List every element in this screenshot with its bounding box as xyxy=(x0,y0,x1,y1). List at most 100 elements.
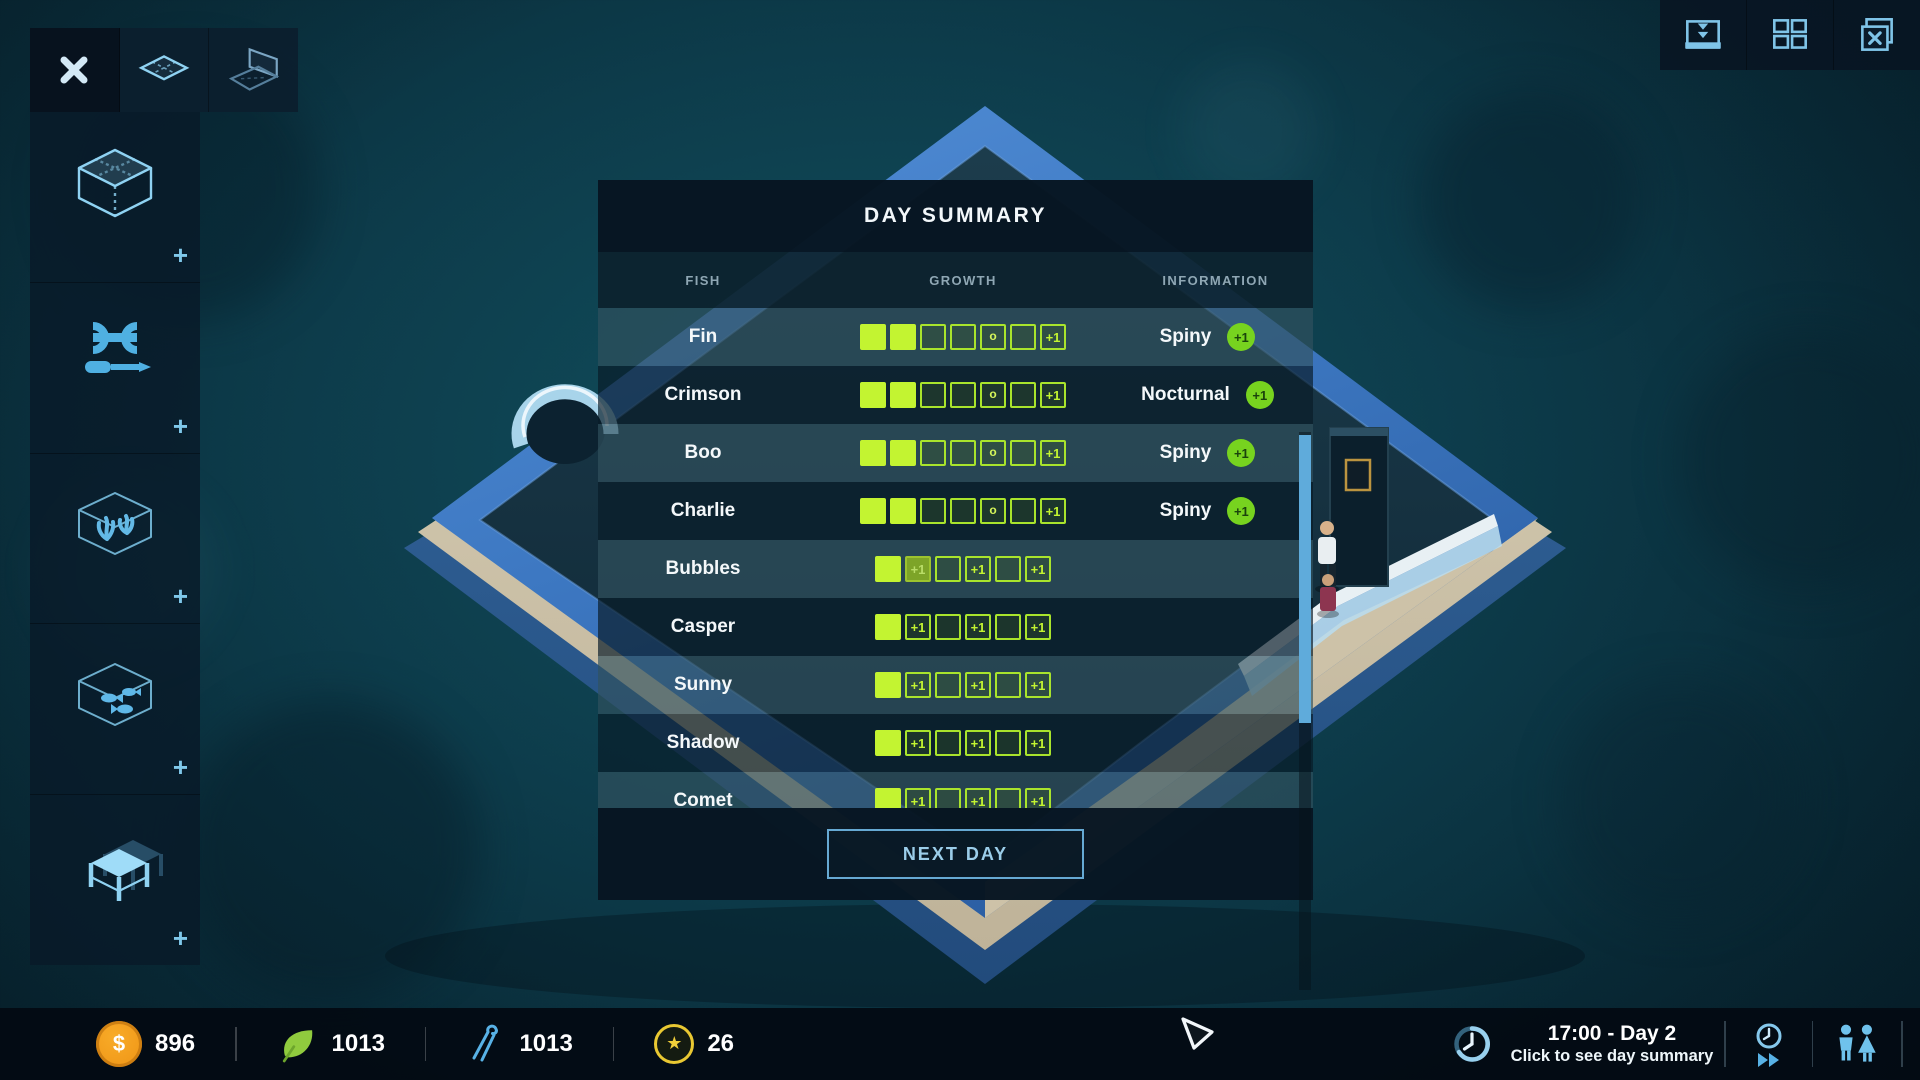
fish-name: Comet xyxy=(673,790,733,808)
growth-cell-plus: +1 xyxy=(1025,788,1051,808)
growth-cell-plus: +1 xyxy=(1025,614,1051,640)
money-value: 896 xyxy=(155,1030,196,1057)
divider xyxy=(1901,1021,1903,1067)
growth-cell-empty xyxy=(995,614,1021,640)
growth-cell-empty xyxy=(995,672,1021,698)
build-sidebar: + + + xyxy=(30,112,200,965)
scrollbar-thumb[interactable] xyxy=(1299,435,1311,723)
day-summary-rows: Fin o +1 Spiny +1 Crimson o +1 Nocturnal +1 Boo o +1… xyxy=(598,308,1313,808)
growth-bar: o +1 xyxy=(808,324,1118,350)
sidebar-item-tanks[interactable]: + xyxy=(30,112,200,283)
day-time-label[interactable]: 17:00 - Day 2 Click to see day summary xyxy=(1500,1021,1724,1067)
growth-cell-filled xyxy=(860,440,886,466)
tool-icon xyxy=(472,1024,499,1062)
growth-cell-dot: o xyxy=(980,382,1006,408)
growth-cell-empty xyxy=(935,556,961,582)
trait-badge: +1 xyxy=(1227,323,1256,351)
growth-cell-filled xyxy=(890,324,916,350)
game-speed-button[interactable] xyxy=(1726,1022,1812,1067)
add-animal-button[interactable]: + xyxy=(172,752,188,783)
prestige-value: 26 xyxy=(707,1030,735,1057)
day-summary-hint: Click to see day summary xyxy=(1510,1047,1714,1066)
grid-icon xyxy=(1773,19,1807,49)
next-day-button[interactable]: NEXT DAY xyxy=(827,829,1084,879)
growth-cell-plus: +1 xyxy=(965,672,991,698)
growth-cell-dot: o xyxy=(980,324,1006,350)
growth-cell-filled xyxy=(860,498,886,524)
growth-cell-plus: +1 xyxy=(1040,440,1066,466)
info-cell: Spiny +1 xyxy=(1118,439,1297,467)
tools-icon xyxy=(85,321,151,373)
growth-cell-plus: +1 xyxy=(965,788,991,808)
add-tank-button[interactable]: + xyxy=(172,239,188,270)
modal-title: DAY SUMMARY xyxy=(863,204,1048,227)
fish-name: Boo xyxy=(684,442,722,463)
growth-cell-empty xyxy=(950,324,976,350)
growth-bar: o +1 xyxy=(808,498,1118,524)
sidebar-item-animals[interactable]: + xyxy=(30,624,200,796)
add-furniture-button[interactable]: + xyxy=(172,922,188,953)
star-icon: ★ xyxy=(654,1024,695,1064)
sidebar-item-furniture[interactable]: + xyxy=(30,795,200,965)
growth-cell-filled xyxy=(890,440,916,466)
growth-cell-empty xyxy=(950,440,976,466)
table-icon xyxy=(88,840,163,902)
fish-row-shadow: Shadow +1 +1 +1 xyxy=(598,714,1313,772)
growth-cell-empty xyxy=(920,440,946,466)
growth-cell-empty xyxy=(935,672,961,698)
time-day-text: 17:00 - Day 2 xyxy=(1547,1021,1677,1045)
growth-cell-plus: +1 xyxy=(1040,498,1066,524)
floor-tool-button[interactable] xyxy=(120,28,210,112)
leaf-icon xyxy=(282,1030,312,1063)
growth-cell-plus: +1 xyxy=(905,730,931,756)
growth-bar: +1 +1 +1 xyxy=(808,672,1118,698)
fish-name: Sunny xyxy=(673,674,733,695)
close-windows-button[interactable] xyxy=(1834,0,1920,70)
info-cell: Nocturnal +1 xyxy=(1118,381,1297,409)
trait-label: Nocturnal xyxy=(1141,384,1230,405)
fish-name: Charlie xyxy=(670,500,736,521)
sidebar-item-plants[interactable]: + xyxy=(30,454,200,625)
add-equipment-button[interactable]: + xyxy=(172,410,188,441)
overview-grid-button[interactable] xyxy=(1747,0,1834,70)
fish-row-fin: Fin o +1 Spiny +1 xyxy=(598,308,1313,366)
day-clock-button[interactable] xyxy=(1444,1024,1500,1064)
growth-cell-empty xyxy=(920,324,946,350)
storage-button[interactable] xyxy=(1660,0,1747,70)
growth-cell-empty xyxy=(935,730,961,756)
growth-cell-plus: +1 xyxy=(905,672,931,698)
fish-row-sunny: Sunny +1 +1 +1 xyxy=(598,656,1313,714)
growth-cell-empty xyxy=(1010,382,1036,408)
growth-cell-dot: o xyxy=(980,440,1006,466)
resources: $ 896 1013 1013 ★ 26 xyxy=(96,1008,734,1080)
fish-name: Fin xyxy=(688,326,718,347)
growth-cell-filled xyxy=(875,556,901,582)
menu-button[interactable] xyxy=(1903,1031,1920,1057)
day-summary-modal: DAY SUMMARY FISH GROWTH INFORMATION Fin o… xyxy=(598,180,1313,990)
growth-cell-empty xyxy=(935,788,961,808)
fish-row-comet: Comet +1 +1 +1 xyxy=(598,772,1313,808)
growth-cell-empty xyxy=(935,614,961,640)
column-information: INFORMATION xyxy=(1162,272,1269,288)
guests-button[interactable] xyxy=(1813,1023,1901,1065)
scrollbar-track[interactable] xyxy=(1299,432,1311,990)
modal-footer: NEXT DAY xyxy=(598,808,1313,900)
sidebar-item-equipment[interactable]: + xyxy=(30,283,200,454)
add-plant-button[interactable]: + xyxy=(172,581,188,612)
column-fish: FISH xyxy=(685,272,721,288)
modal-header: DAY SUMMARY xyxy=(598,180,1313,252)
fish-row-casper: Casper +1 +1 +1 xyxy=(598,598,1313,656)
fish-row-charlie: Charlie o +1 Spiny +1 xyxy=(598,482,1313,540)
growth-cell-empty xyxy=(995,788,1021,808)
clock-icon xyxy=(1454,1026,1490,1062)
growth-cell-empty xyxy=(1010,324,1036,350)
trait-badge: +1 xyxy=(1245,381,1274,409)
window-toolbar xyxy=(1660,0,1920,70)
growth-cell-empty xyxy=(920,382,946,408)
growth-cell-empty xyxy=(1010,440,1036,466)
divider xyxy=(1811,1021,1813,1067)
close-build-menu-button[interactable] xyxy=(30,28,120,112)
growth-bar: o +1 xyxy=(808,382,1118,408)
divider xyxy=(612,1027,615,1061)
wall-tool-button[interactable] xyxy=(209,28,298,112)
